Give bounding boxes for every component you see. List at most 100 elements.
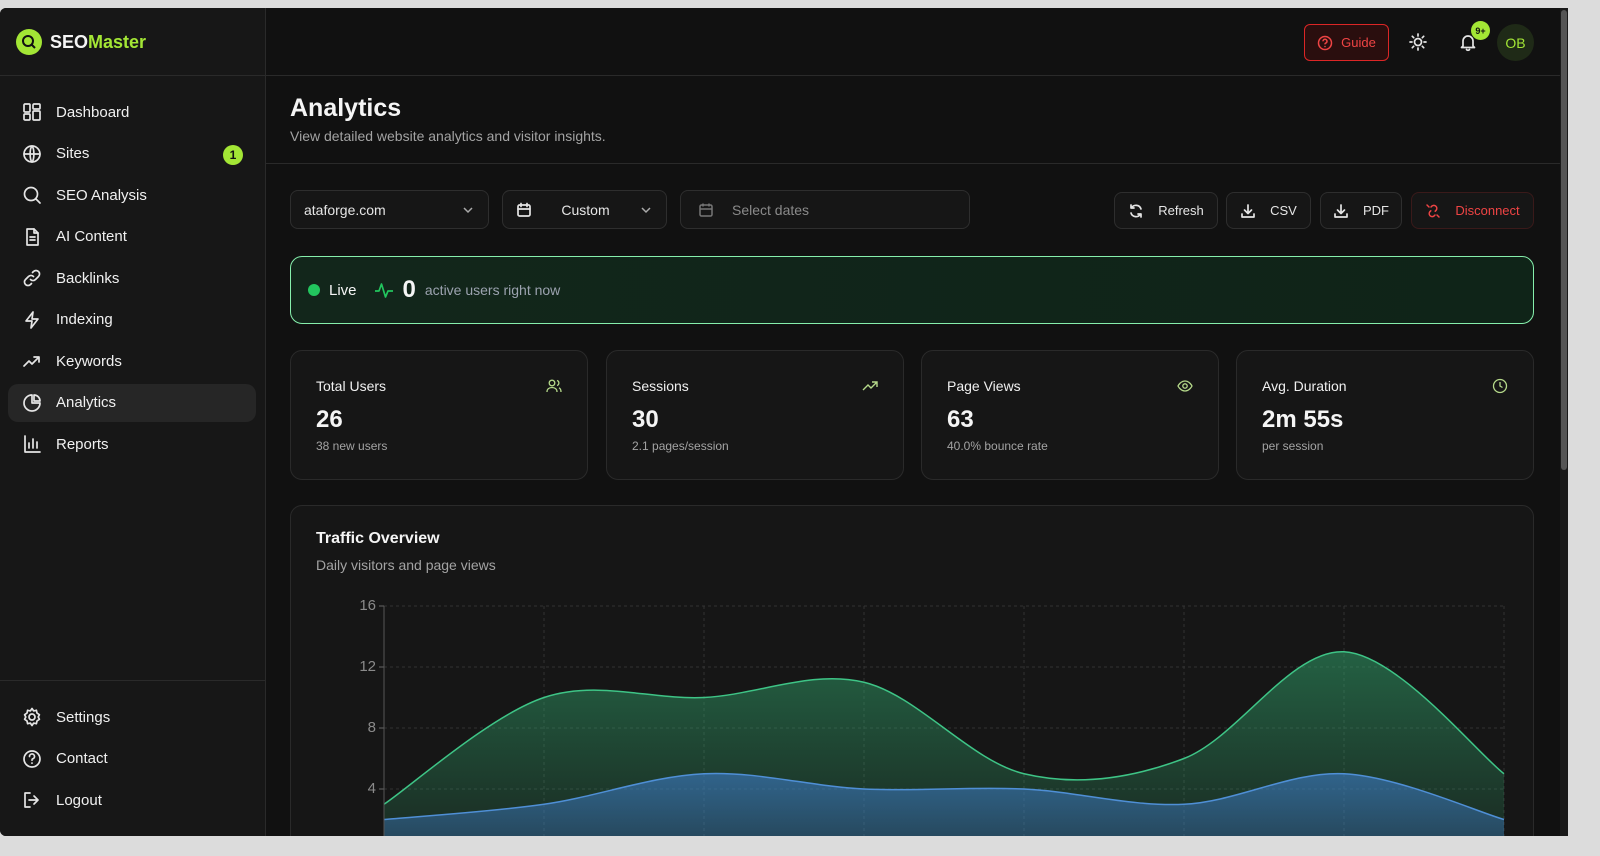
chevron bbox=[463, 206, 473, 213]
csv-button[interactable]: CSV bbox=[1226, 192, 1311, 229]
nav-item[interactable]: AI Content bbox=[8, 218, 256, 256]
nav-item[interactable]: SEO Analysis bbox=[8, 176, 256, 214]
stat-value: 26 bbox=[316, 406, 343, 433]
live-text: active users right now bbox=[424, 282, 561, 298]
nav-icon bbox=[23, 393, 41, 412]
nav-icon bbox=[24, 435, 41, 453]
brand-name-accent: Master bbox=[88, 31, 147, 52]
nav-item[interactable]: Dashboard bbox=[8, 93, 256, 131]
app-window: SEOMaster Guide 9+ OB Analytics View det… bbox=[0, 8, 1560, 836]
button-label: Refresh bbox=[1158, 203, 1204, 218]
nav-label: AI Content bbox=[56, 228, 127, 245]
nav-item[interactable]: Backlinks bbox=[8, 259, 256, 297]
live-banner: Live 0 active users right now bbox=[290, 256, 1534, 324]
divider bbox=[266, 75, 1560, 76]
users-icon bbox=[546, 379, 562, 393]
theme-toggle[interactable] bbox=[1408, 32, 1428, 52]
nav-label: Sites bbox=[56, 145, 90, 162]
nav-label: Logout bbox=[56, 791, 102, 809]
brand-name: SEO bbox=[50, 31, 89, 52]
date-picker[interactable]: Select dates bbox=[680, 190, 970, 229]
avatar[interactable]: OB bbox=[1497, 24, 1534, 61]
nav-icon bbox=[23, 186, 41, 204]
stat-note: 38 new users bbox=[316, 439, 388, 453]
nav-item[interactable]: Settings bbox=[8, 698, 256, 736]
live-count: 0 bbox=[402, 276, 416, 303]
nav-icon bbox=[23, 707, 41, 727]
nav-item[interactable]: Logout bbox=[8, 781, 256, 819]
stat-note: per session bbox=[1262, 439, 1324, 453]
page-title: Analytics bbox=[290, 94, 402, 122]
brand[interactable]: SEOMaster bbox=[16, 29, 146, 55]
disconnect-button[interactable]: Disconnect bbox=[1411, 192, 1534, 229]
nav-item[interactable]: Indexing bbox=[8, 301, 256, 339]
stat-value: 2m 55s bbox=[1262, 406, 1344, 433]
site-select[interactable]: ataforge.com bbox=[290, 190, 489, 229]
stat-note: 2.1 pages/session bbox=[632, 439, 729, 453]
nav-icon bbox=[23, 269, 41, 287]
nav-icon bbox=[26, 227, 39, 246]
stat-card: Total Users 26 38 new users bbox=[290, 350, 588, 480]
nav-item[interactable]: Sites 1 bbox=[8, 135, 256, 173]
stat-card: Avg. Duration 2m 55s per session bbox=[1236, 350, 1534, 480]
y-tick-label: 12 bbox=[359, 658, 376, 675]
line bbox=[383, 650, 1505, 805]
chart-card: Traffic Overview Daily visitors and page… bbox=[290, 505, 1534, 836]
nav-label: Reports bbox=[56, 435, 109, 453]
chart-title: Traffic Overview bbox=[316, 530, 440, 547]
line bbox=[383, 772, 1505, 821]
activity-icon bbox=[374, 283, 393, 298]
nav-item[interactable]: Contact bbox=[8, 740, 256, 778]
nav-item[interactable]: Analytics bbox=[8, 383, 256, 422]
stat-label: Sessions bbox=[632, 378, 689, 394]
nav-label: Dashboard bbox=[56, 103, 130, 121]
button-label: Disconnect bbox=[1455, 203, 1520, 218]
nav-icon bbox=[25, 310, 39, 329]
divider bbox=[0, 680, 265, 681]
download-icon bbox=[1334, 203, 1348, 218]
nav-icon bbox=[23, 103, 41, 121]
logo bbox=[16, 29, 42, 55]
notifications[interactable] bbox=[1458, 32, 1478, 52]
guide-label: Guide bbox=[1341, 35, 1376, 50]
scrollbar-thumb bbox=[1561, 10, 1567, 470]
nav-label: Analytics bbox=[56, 394, 117, 411]
button-label: CSV bbox=[1270, 203, 1297, 218]
nav-icon bbox=[23, 144, 41, 163]
range-value: Custom bbox=[561, 201, 610, 218]
nav-label: Indexing bbox=[56, 311, 113, 328]
range-select[interactable]: Custom bbox=[502, 190, 667, 229]
nav-label: Contact bbox=[56, 750, 108, 767]
stat-label: Avg. Duration bbox=[1262, 378, 1347, 394]
refresh-button[interactable]: Refresh bbox=[1114, 192, 1218, 229]
stat-value: 63 bbox=[947, 406, 974, 433]
stat-value: 30 bbox=[632, 406, 659, 433]
nav-badge: 1 bbox=[223, 144, 243, 165]
nav-item[interactable]: Reports bbox=[8, 425, 256, 463]
refresh-icon bbox=[1130, 203, 1143, 218]
area bbox=[384, 773, 1504, 836]
unlink-icon bbox=[1426, 203, 1441, 218]
nav-icon bbox=[24, 792, 39, 808]
live-label: Live bbox=[329, 281, 357, 299]
chart-subtitle: Daily visitors and page views bbox=[316, 557, 496, 573]
y-tick-label: 16 bbox=[359, 597, 376, 614]
button-label: PDF bbox=[1363, 203, 1389, 218]
guide-button[interactable]: Guide bbox=[1304, 24, 1389, 61]
live-dot bbox=[308, 284, 320, 296]
nav-label: SEO Analysis bbox=[56, 186, 147, 204]
nav-item[interactable]: Keywords bbox=[8, 342, 256, 380]
trend-icon bbox=[862, 381, 878, 391]
notification-badge: 9+ bbox=[1471, 21, 1490, 40]
stat-card: Page Views 63 40.0% bounce rate bbox=[921, 350, 1219, 480]
stat-label: Page Views bbox=[947, 378, 1021, 394]
sidebar bbox=[0, 8, 266, 836]
pdf-button[interactable]: PDF bbox=[1320, 192, 1402, 229]
site-value: ataforge.com bbox=[304, 201, 386, 218]
stat-card: Sessions 30 2.1 pages/session bbox=[606, 350, 904, 480]
nav-icon bbox=[23, 356, 40, 367]
divider bbox=[0, 75, 265, 76]
chart: 4 8 12 16 bbox=[359, 597, 1505, 836]
